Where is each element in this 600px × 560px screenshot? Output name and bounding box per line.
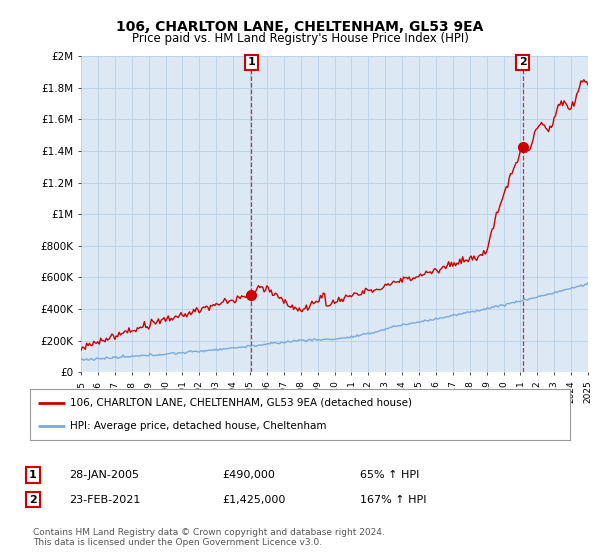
Text: £1,425,000: £1,425,000 (222, 494, 286, 505)
Text: Price paid vs. HM Land Registry's House Price Index (HPI): Price paid vs. HM Land Registry's House … (131, 32, 469, 45)
Text: 1: 1 (247, 57, 255, 67)
Text: 106, CHARLTON LANE, CHELTENHAM, GL53 9EA (detached house): 106, CHARLTON LANE, CHELTENHAM, GL53 9EA… (71, 398, 413, 408)
Text: £490,000: £490,000 (222, 470, 275, 480)
Text: 65% ↑ HPI: 65% ↑ HPI (360, 470, 419, 480)
Text: 23-FEB-2021: 23-FEB-2021 (69, 494, 140, 505)
Text: 2: 2 (29, 494, 37, 505)
Text: 167% ↑ HPI: 167% ↑ HPI (360, 494, 427, 505)
Text: 1: 1 (29, 470, 37, 480)
Text: 106, CHARLTON LANE, CHELTENHAM, GL53 9EA: 106, CHARLTON LANE, CHELTENHAM, GL53 9EA (116, 20, 484, 34)
Text: Contains HM Land Registry data © Crown copyright and database right 2024.
This d: Contains HM Land Registry data © Crown c… (33, 528, 385, 547)
Text: 2: 2 (519, 57, 526, 67)
Text: 28-JAN-2005: 28-JAN-2005 (69, 470, 139, 480)
Text: HPI: Average price, detached house, Cheltenham: HPI: Average price, detached house, Chel… (71, 421, 327, 431)
